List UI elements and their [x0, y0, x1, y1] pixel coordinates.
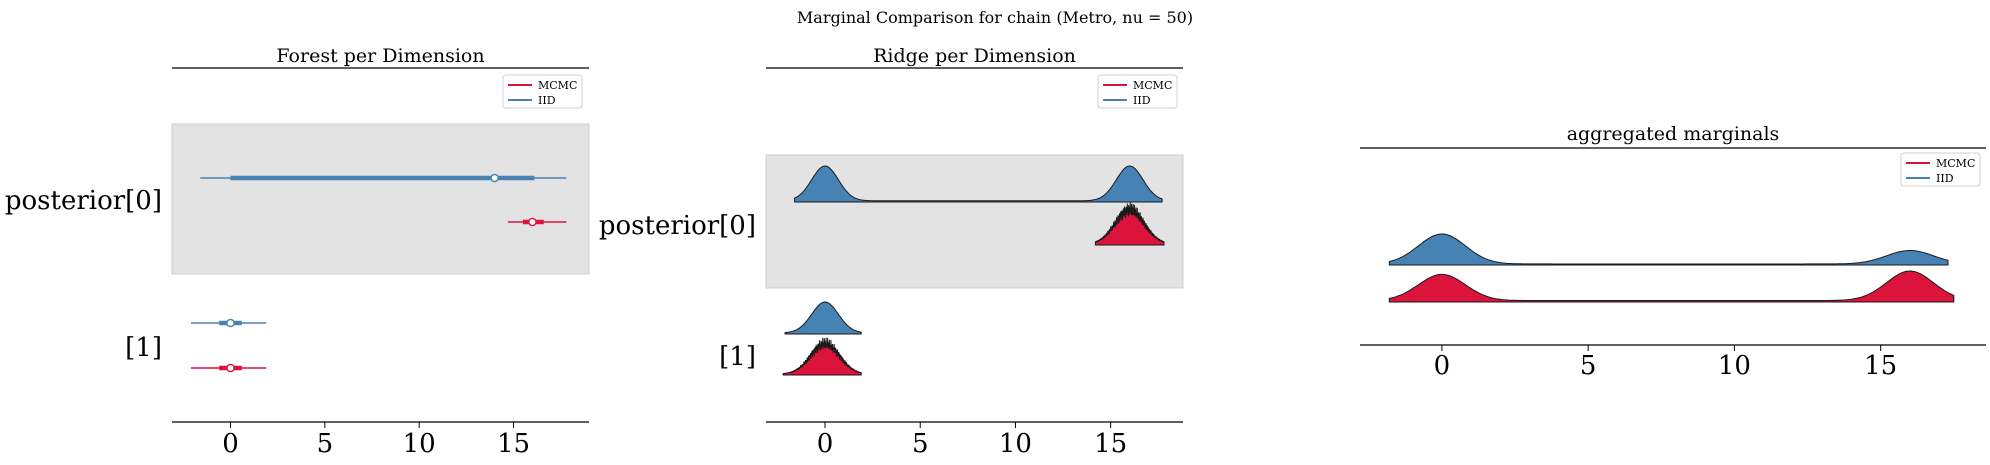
figure-suptitle: Marginal Comparison for chain (Metro, nu… [797, 8, 1193, 27]
legend-label: MCMC [538, 79, 577, 92]
x-tick-label: 5 [317, 429, 334, 459]
x-tick-label: 5 [912, 429, 929, 459]
x-tick-label: 0 [1434, 351, 1451, 381]
row-highlight [171, 123, 590, 275]
row-label: [1] [719, 342, 756, 372]
legend-label: MCMC [1133, 79, 1172, 92]
x-tick-label: 10 [1718, 351, 1751, 381]
panel-title: aggregated marginals [1567, 123, 1780, 145]
x-tick-label: 5 [1580, 351, 1597, 381]
ridge-density [782, 337, 862, 376]
x-tick-label: 0 [222, 429, 239, 459]
point-estimate [528, 217, 537, 227]
row-label: posterior[0] [599, 211, 756, 241]
ridge-density [1388, 270, 1955, 303]
row-label: posterior[0] [5, 186, 162, 216]
ridge-density [784, 301, 862, 335]
x-tick-label: 15 [1094, 429, 1127, 459]
x-tick-label: 10 [403, 429, 436, 459]
ridge-density [794, 165, 1163, 203]
ridge-density [1094, 202, 1165, 246]
legend-label: IID [1133, 94, 1151, 107]
legend-label: MCMC [1936, 157, 1975, 170]
point-estimate [226, 318, 235, 328]
x-tick-label: 15 [1864, 351, 1897, 381]
row-highlight [765, 154, 1184, 289]
aggregated-panel: aggregated marginals 0 5 10 15 MCMC IID [1360, 123, 1986, 381]
x-tick-label: 0 [817, 429, 834, 459]
panel-title: Forest per Dimension [276, 45, 484, 67]
legend-label: IID [1936, 172, 1954, 185]
ridge-density [1388, 233, 1949, 266]
row-label: [1] [125, 333, 162, 363]
x-tick-label: 10 [999, 429, 1032, 459]
legend-label: IID [538, 94, 556, 107]
point-estimate [490, 173, 499, 183]
x-tick-label: 15 [497, 429, 530, 459]
point-estimate [226, 363, 235, 373]
forest-panel: Forest per Dimension 0 5 10 15 posterior[0] [1… [5, 45, 590, 459]
panel-title: Ridge per Dimension [873, 45, 1076, 67]
ridge-panel: Ridge per Dimension 0 5 10 15 posterior[0] [1]… [599, 45, 1184, 459]
